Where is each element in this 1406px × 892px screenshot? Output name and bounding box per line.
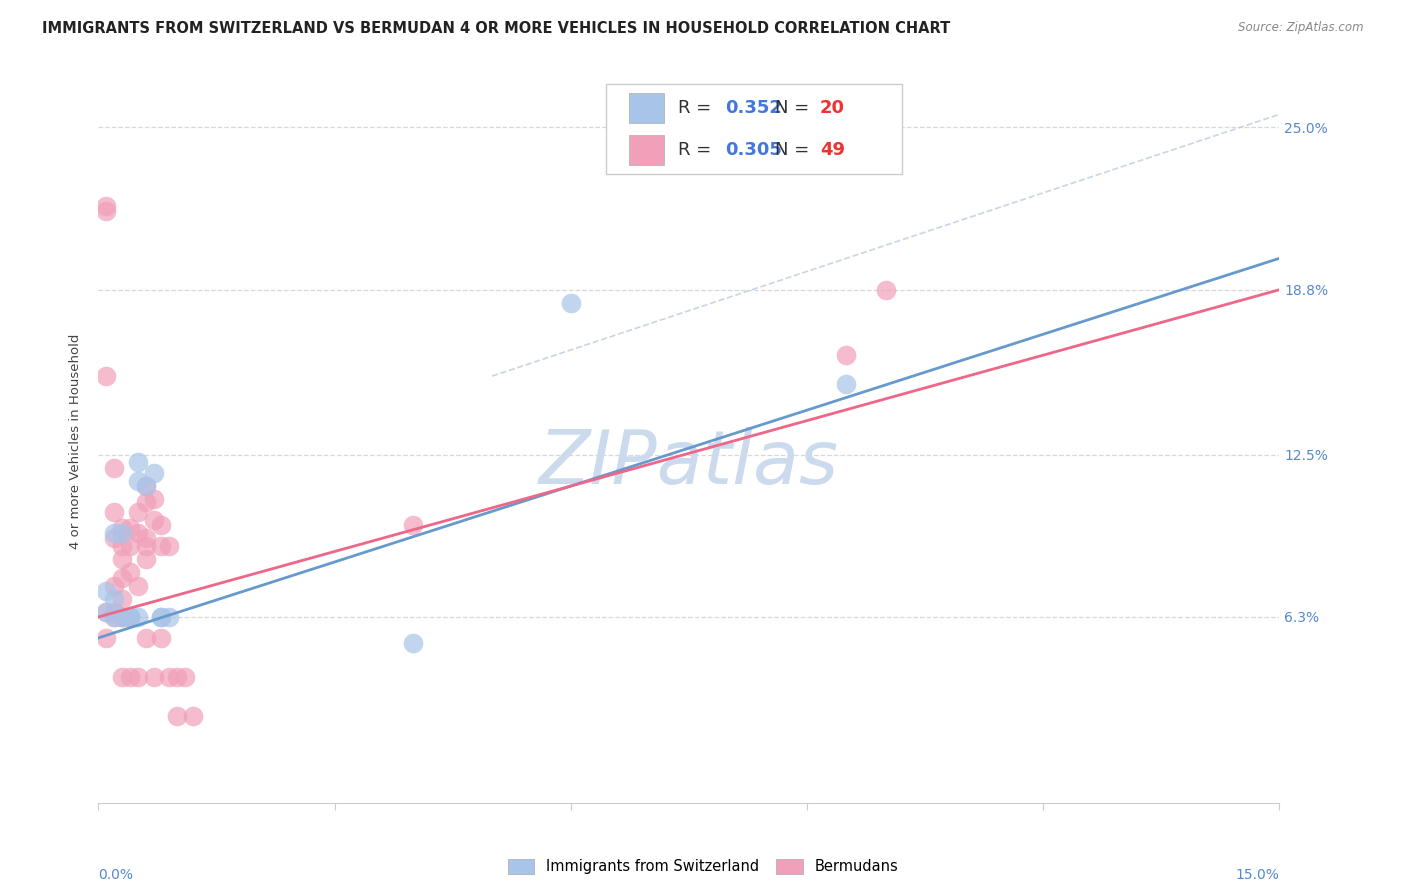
Point (875, 283, 897, 297)
FancyBboxPatch shape (628, 135, 664, 165)
Text: N =: N = (775, 141, 815, 159)
Point (111, 610, 134, 624)
Point (157, 539, 180, 553)
Point (103, 591, 125, 606)
Text: N =: N = (775, 99, 815, 117)
Text: 0.352: 0.352 (725, 99, 782, 117)
Point (142, 492, 165, 507)
Point (150, 610, 173, 624)
Point (96, 583, 118, 598)
Point (157, 610, 180, 624)
Point (118, 566, 141, 580)
Point (127, 578, 149, 592)
Point (118, 539, 141, 553)
Point (127, 670, 149, 684)
Point (103, 505, 125, 519)
Point (166, 670, 188, 684)
Point (103, 460, 125, 475)
Point (150, 631, 173, 645)
Point (111, 610, 134, 624)
Point (135, 479, 157, 493)
Text: 15.0%: 15.0% (1236, 868, 1279, 882)
Point (111, 670, 134, 684)
Point (103, 526, 125, 541)
Point (111, 521, 134, 535)
Point (111, 552, 134, 566)
Point (135, 532, 157, 546)
Point (127, 526, 149, 541)
Point (135, 494, 157, 508)
Point (118, 610, 141, 624)
Point (111, 526, 134, 541)
Point (118, 521, 141, 535)
Point (835, 348, 858, 362)
Text: 49: 49 (820, 141, 845, 159)
Point (96, 605, 118, 619)
Point (118, 670, 141, 684)
Point (560, 295, 582, 310)
Point (402, 636, 425, 650)
Point (150, 610, 173, 624)
Text: Source: ZipAtlas.com: Source: ZipAtlas.com (1239, 21, 1364, 34)
FancyBboxPatch shape (628, 93, 664, 123)
Point (96, 631, 118, 645)
Point (96, 204, 118, 219)
Point (135, 479, 157, 493)
Point (127, 505, 149, 519)
Point (127, 474, 149, 488)
Text: R =: R = (678, 99, 717, 117)
Point (142, 513, 165, 527)
Point (96, 369, 118, 384)
Point (103, 605, 125, 619)
Point (111, 591, 134, 606)
Point (111, 610, 134, 624)
Legend: Immigrants from Switzerland, Bermudans: Immigrants from Switzerland, Bermudans (502, 853, 904, 880)
Point (135, 631, 157, 645)
Point (157, 670, 180, 684)
Text: R =: R = (678, 141, 717, 159)
FancyBboxPatch shape (606, 84, 901, 174)
Point (142, 670, 165, 684)
Y-axis label: 4 or more Vehicles in Household: 4 or more Vehicles in Household (69, 334, 83, 549)
Text: IMMIGRANTS FROM SWITZERLAND VS BERMUDAN 4 OR MORE VEHICLES IN HOUSEHOLD CORRELAT: IMMIGRANTS FROM SWITZERLAND VS BERMUDAN … (42, 21, 950, 36)
Point (402, 518, 425, 533)
Point (835, 376, 858, 391)
Point (96, 605, 118, 619)
Point (111, 539, 134, 553)
Point (103, 532, 125, 546)
Point (118, 610, 141, 624)
Point (150, 539, 173, 553)
Point (127, 455, 149, 469)
Point (135, 552, 157, 566)
Text: 0.0%: 0.0% (98, 868, 134, 882)
Point (127, 610, 149, 624)
Point (135, 539, 157, 553)
Point (118, 610, 141, 624)
Point (181, 709, 204, 723)
Point (111, 571, 134, 585)
Point (103, 610, 125, 624)
Point (150, 518, 173, 533)
Point (142, 466, 165, 480)
Point (174, 670, 197, 684)
Point (96, 199, 118, 213)
Point (166, 709, 188, 723)
Text: 0.305: 0.305 (725, 141, 782, 159)
Point (103, 610, 125, 624)
Text: 20: 20 (820, 99, 845, 117)
Text: ZIPatlas: ZIPatlas (538, 427, 839, 500)
Point (103, 578, 125, 592)
